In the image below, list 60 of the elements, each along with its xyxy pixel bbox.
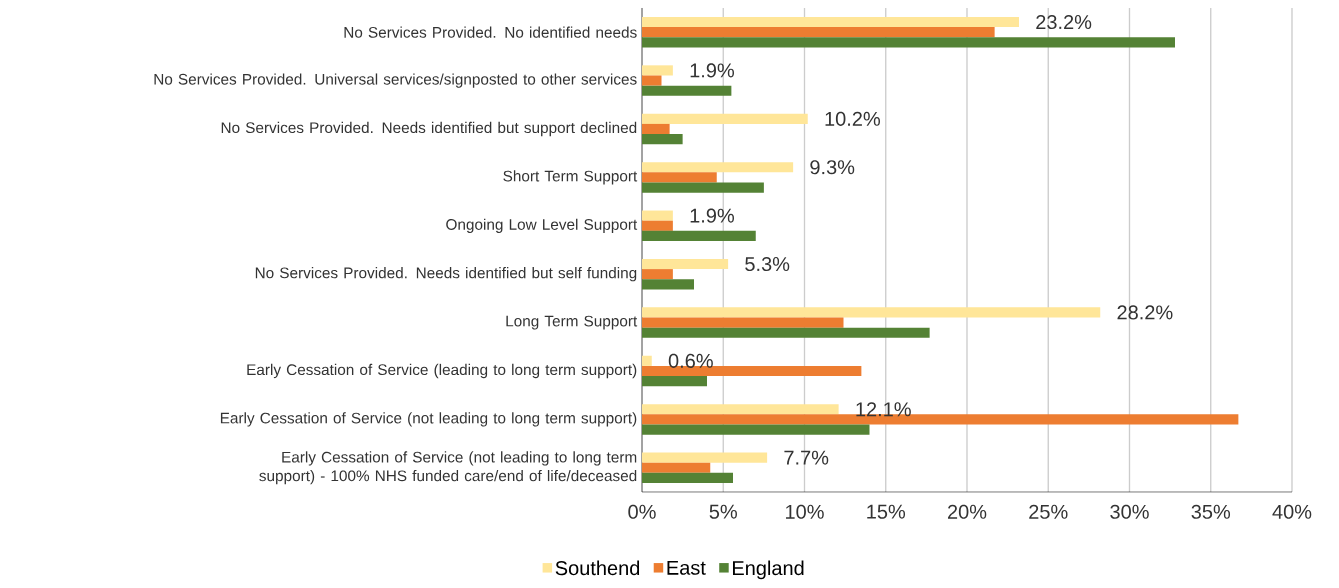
- x-tick-label: 10%: [786, 504, 824, 519]
- data-label: 7.7%: [784, 450, 829, 465]
- y-tick-label: Early Cessation of Service (leading to long term support): [247, 363, 637, 379]
- bar: [642, 134, 683, 145]
- x-tick-label: 30%: [1110, 504, 1149, 519]
- y-tick-label: Early Cessation of Service (not leading to long term support) - 100% NHS funded care/end of life/deceased: [259, 451, 637, 485]
- bar: [642, 279, 694, 290]
- bar: [642, 182, 764, 193]
- data-label: 5.3%: [745, 256, 790, 272]
- x-tick-label: 20%: [947, 504, 987, 519]
- bar: [642, 452, 768, 463]
- x-tick-label: 0%: [628, 504, 656, 519]
- bar: [642, 16, 1019, 28]
- x-tick-label: 15%: [867, 504, 906, 519]
- bar: [642, 162, 794, 173]
- y-tick-label: Short Term Support: [503, 170, 638, 185]
- bar: [642, 230, 756, 242]
- data-label: 28.2%: [1117, 305, 1173, 320]
- data-label: 10.2%: [825, 111, 880, 126]
- bar: [642, 376, 707, 387]
- data-label: 1.9%: [690, 63, 735, 78]
- y-tick-label: No Services Provided. No identified needs: [344, 26, 637, 38]
- bar: [642, 220, 673, 231]
- bar: [642, 75, 662, 86]
- data-label: 9.3%: [810, 160, 855, 175]
- bar: [642, 27, 995, 38]
- bar: [642, 123, 670, 135]
- x-tick-label: 35%: [1191, 504, 1231, 519]
- legend-label: East: [667, 560, 706, 575]
- bar: [642, 65, 673, 76]
- bar: [642, 307, 1101, 318]
- bar: [642, 269, 673, 280]
- bar: [642, 462, 711, 473]
- bar: [642, 472, 733, 484]
- y-tick-label: No Services Provided. Universal services/signposted to other services: [154, 73, 637, 88]
- data-label: 23.2%: [1036, 14, 1092, 30]
- bar: [642, 210, 673, 221]
- data-label: 0.6%: [668, 353, 713, 368]
- y-tick-label: Ongoing Low Level Support: [446, 218, 638, 233]
- bar: [642, 424, 870, 435]
- bar: [642, 258, 729, 270]
- y-tick-label: No Services Provided. Needs identified but support declined: [221, 121, 637, 137]
- bar: [642, 37, 1175, 48]
- x-tick-label: 25%: [1029, 504, 1068, 519]
- y-tick-label: No Services Provided. Needs identified but self funding: [255, 267, 637, 282]
- data-label: 1.9%: [690, 208, 735, 223]
- bar: [642, 317, 844, 328]
- legend-label: England: [733, 560, 804, 580]
- bar: [642, 404, 839, 415]
- y-tick-label: Long Term Support: [506, 315, 638, 330]
- bar: [642, 355, 652, 366]
- legend-label: Southend: [555, 560, 640, 576]
- data-label: 12.1%: [856, 402, 911, 417]
- bar: [642, 327, 930, 338]
- bar: [642, 172, 717, 183]
- x-tick-label: 40%: [1272, 504, 1312, 519]
- bar: [642, 85, 732, 96]
- y-tick-label: Early Cessation of Service (not leading to long term support): [220, 412, 637, 427]
- x-tick-label: 5%: [709, 504, 737, 519]
- bar: [642, 113, 808, 124]
